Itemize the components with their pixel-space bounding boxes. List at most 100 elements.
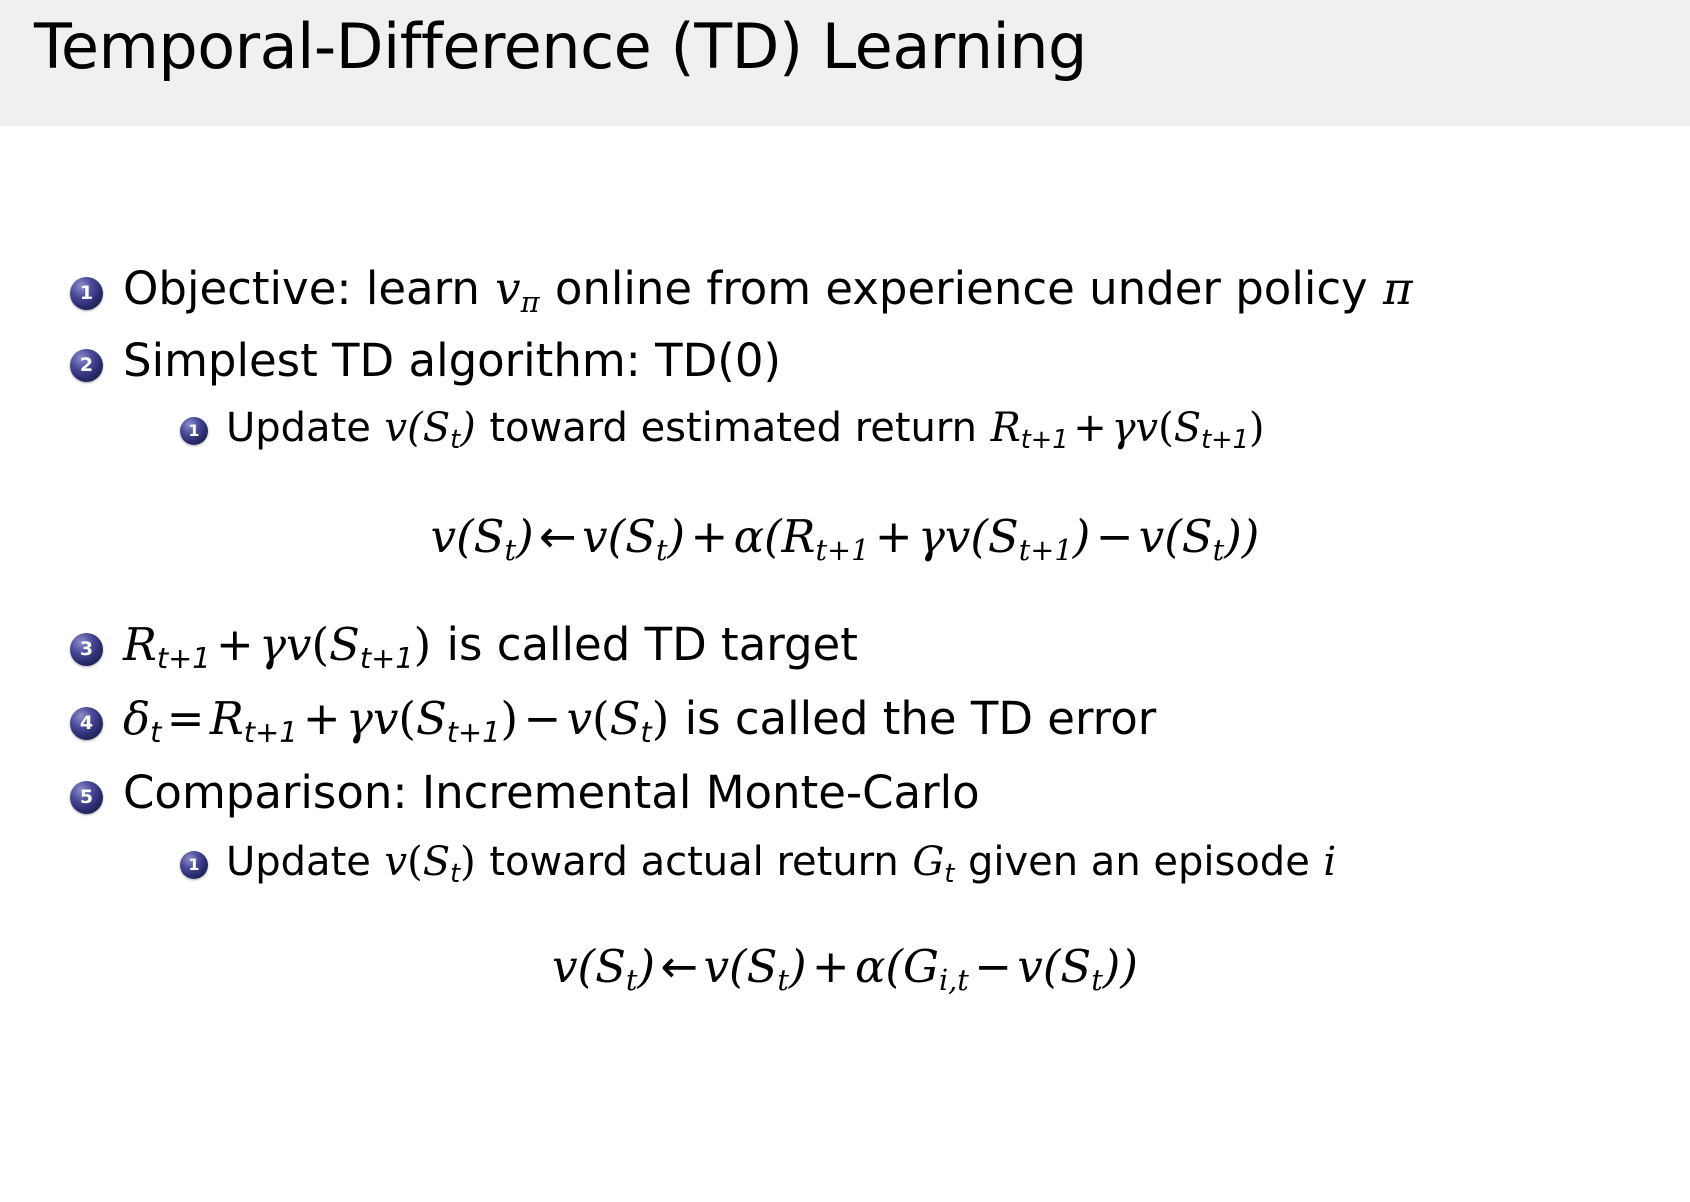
item4-v: v (372, 692, 399, 745)
item4-R-sub: t+1 (243, 715, 298, 750)
item4-S2-sub: t (640, 715, 652, 750)
item2a-R-sub: t+1 (1020, 425, 1069, 456)
item2a-mid: toward estimated return (489, 405, 977, 451)
item2a-paren-open: ( (407, 405, 423, 451)
eq1-v4: v (1138, 510, 1165, 563)
eq1-R: R (781, 510, 816, 563)
item4-minus: − (523, 692, 562, 745)
equation-mc-update: v(St) ← v(St) + α(Gi,t − v(St)) (552, 940, 1138, 998)
item2a-paren-close: ) (460, 405, 476, 451)
list-item-label: Rt+1 + γv(St+1) is called TD target (123, 618, 858, 676)
item2a-S2-sub: t+1 (1201, 425, 1249, 456)
eq2-S3: S (1060, 940, 1092, 993)
list-item: 3 Rt+1 + γv(St+1) is called TD target (70, 618, 858, 676)
item4-v2: v (566, 692, 593, 745)
eq2-minus: − (974, 940, 1012, 993)
item2a-gamma: γ (1111, 405, 1136, 451)
item4-S-sub: t+1 (446, 715, 501, 750)
eq2-S3-sub: t (1091, 963, 1103, 998)
list-item-sub-label: Update v(St) toward estimated return Rt+1 + γ… (226, 405, 1265, 456)
eq1-S2: S (625, 510, 656, 563)
list-item: 1 Objective: learn vπ online from experien… (70, 266, 1413, 316)
bullet-marker-2: 2 (70, 349, 103, 382)
eq2-v2: v (703, 940, 729, 993)
list-item: 5 Comparison: Incremental Monte-Carlo (70, 770, 980, 819)
item4-gamma: γ (346, 692, 373, 745)
bullet-marker-5: 5 (70, 781, 103, 814)
item4-S2: S (609, 692, 641, 745)
eq1-S3-sub: t+1 (1018, 533, 1073, 568)
eq2-v3: v (1017, 940, 1043, 993)
item1-v: v (495, 262, 521, 315)
item5a-G-sub: t (944, 859, 955, 890)
slide-header: Temporal-Difference (TD) Learning (0, 0, 1690, 126)
eq1-plus1: + (690, 510, 729, 563)
item5a-tail: given an episode (967, 839, 1310, 885)
item3-gamma: γ (259, 618, 287, 671)
eq1-alpha: α (733, 510, 764, 563)
bullet-marker-1: 1 (70, 277, 103, 310)
eq2-S2: S (746, 940, 778, 993)
list-item-label: δt = Rt+1 + γv(St+1) − v(St) is called the TD e… (123, 692, 1157, 750)
eq1-minus: − (1095, 510, 1134, 563)
item4-delta-sub: t (150, 715, 162, 750)
eq2-S1-sub: t (625, 963, 638, 998)
item5a-lead: Update (226, 839, 371, 885)
bullet-marker-sub-1: 1 (180, 417, 208, 445)
page-title: Temporal-Difference (TD) Learning (34, 10, 1087, 83)
item2a-S: S (422, 405, 451, 451)
eq1-S2-sub: t (655, 533, 668, 568)
item3-plus: + (216, 618, 254, 671)
eq1-S3: S (987, 510, 1019, 563)
item4-R: R (209, 692, 244, 745)
item3-tail: is called TD target (446, 618, 858, 671)
item5a-G: G (912, 839, 945, 885)
eq2-v1: v (552, 940, 578, 993)
eq2-plus1: + (811, 940, 850, 993)
item5a-S-sub: t (450, 859, 461, 890)
eq2-S2-sub: t (777, 963, 789, 998)
item5a-S: S (422, 839, 451, 885)
eq1-arrow: ← (539, 510, 577, 563)
item2a-S2: S (1173, 405, 1202, 451)
item2a-S-sub: t (450, 425, 461, 456)
list-item: 4 δt = Rt+1 + γv(St+1) − v(St) is called the TD… (70, 692, 1157, 750)
item2a-R: R (990, 405, 1021, 451)
item3-S: S (329, 618, 360, 671)
item4-S: S (415, 692, 447, 745)
list-item-label: Comparison: Incremental Monte-Carlo (123, 766, 980, 819)
eq1-S4: S (1181, 510, 1213, 563)
item3-S-sub: t+1 (359, 641, 414, 676)
eq1-plus2: + (874, 510, 913, 563)
eq2-arrow: ← (660, 940, 699, 993)
eq2-G: G (902, 940, 939, 993)
list-item-sub: 1 Update v(St) toward actual return Gt given… (180, 839, 1337, 887)
list-item-label: Objective: learn vπ online from experience… (123, 266, 1413, 316)
eq2-G-sub: i,t (938, 963, 969, 998)
item1-v-sub: π (520, 285, 540, 320)
item2a-plus: + (1073, 405, 1107, 451)
item5a-mid: toward actual return (489, 839, 899, 885)
item1-mid: online from experience under policy (554, 262, 1368, 315)
slide-body: 1 Objective: learn vπ online from experien… (0, 126, 1690, 1202)
bullet-marker-3: 3 (70, 633, 103, 666)
eq1-S4-sub: t (1212, 533, 1225, 568)
item5a-i: i (1323, 839, 1337, 885)
eq1-v2: v (582, 510, 608, 563)
item5a-v: v (384, 839, 408, 885)
item4-equals: = (166, 692, 205, 745)
eq1-R-sub: t+1 (815, 533, 870, 568)
list-item: 2 Simplest TD algorithm: TD(0) (70, 338, 781, 387)
eq1-gamma: γ (917, 510, 945, 563)
item4-delta: δ (123, 692, 151, 745)
eq1-S1: S (473, 510, 505, 563)
item2a-v2: v (1135, 405, 1159, 451)
item2a-lead: Update (226, 405, 371, 451)
eq1-v3: v (944, 510, 971, 563)
bullet-marker-sub-2: 1 (180, 851, 208, 879)
eq1-v1: v (430, 510, 457, 563)
item1-lead: Objective: learn (123, 262, 480, 315)
item1-pi: π (1383, 262, 1413, 315)
bullet-marker-4: 4 (70, 707, 103, 740)
item3-v: v (286, 618, 312, 671)
